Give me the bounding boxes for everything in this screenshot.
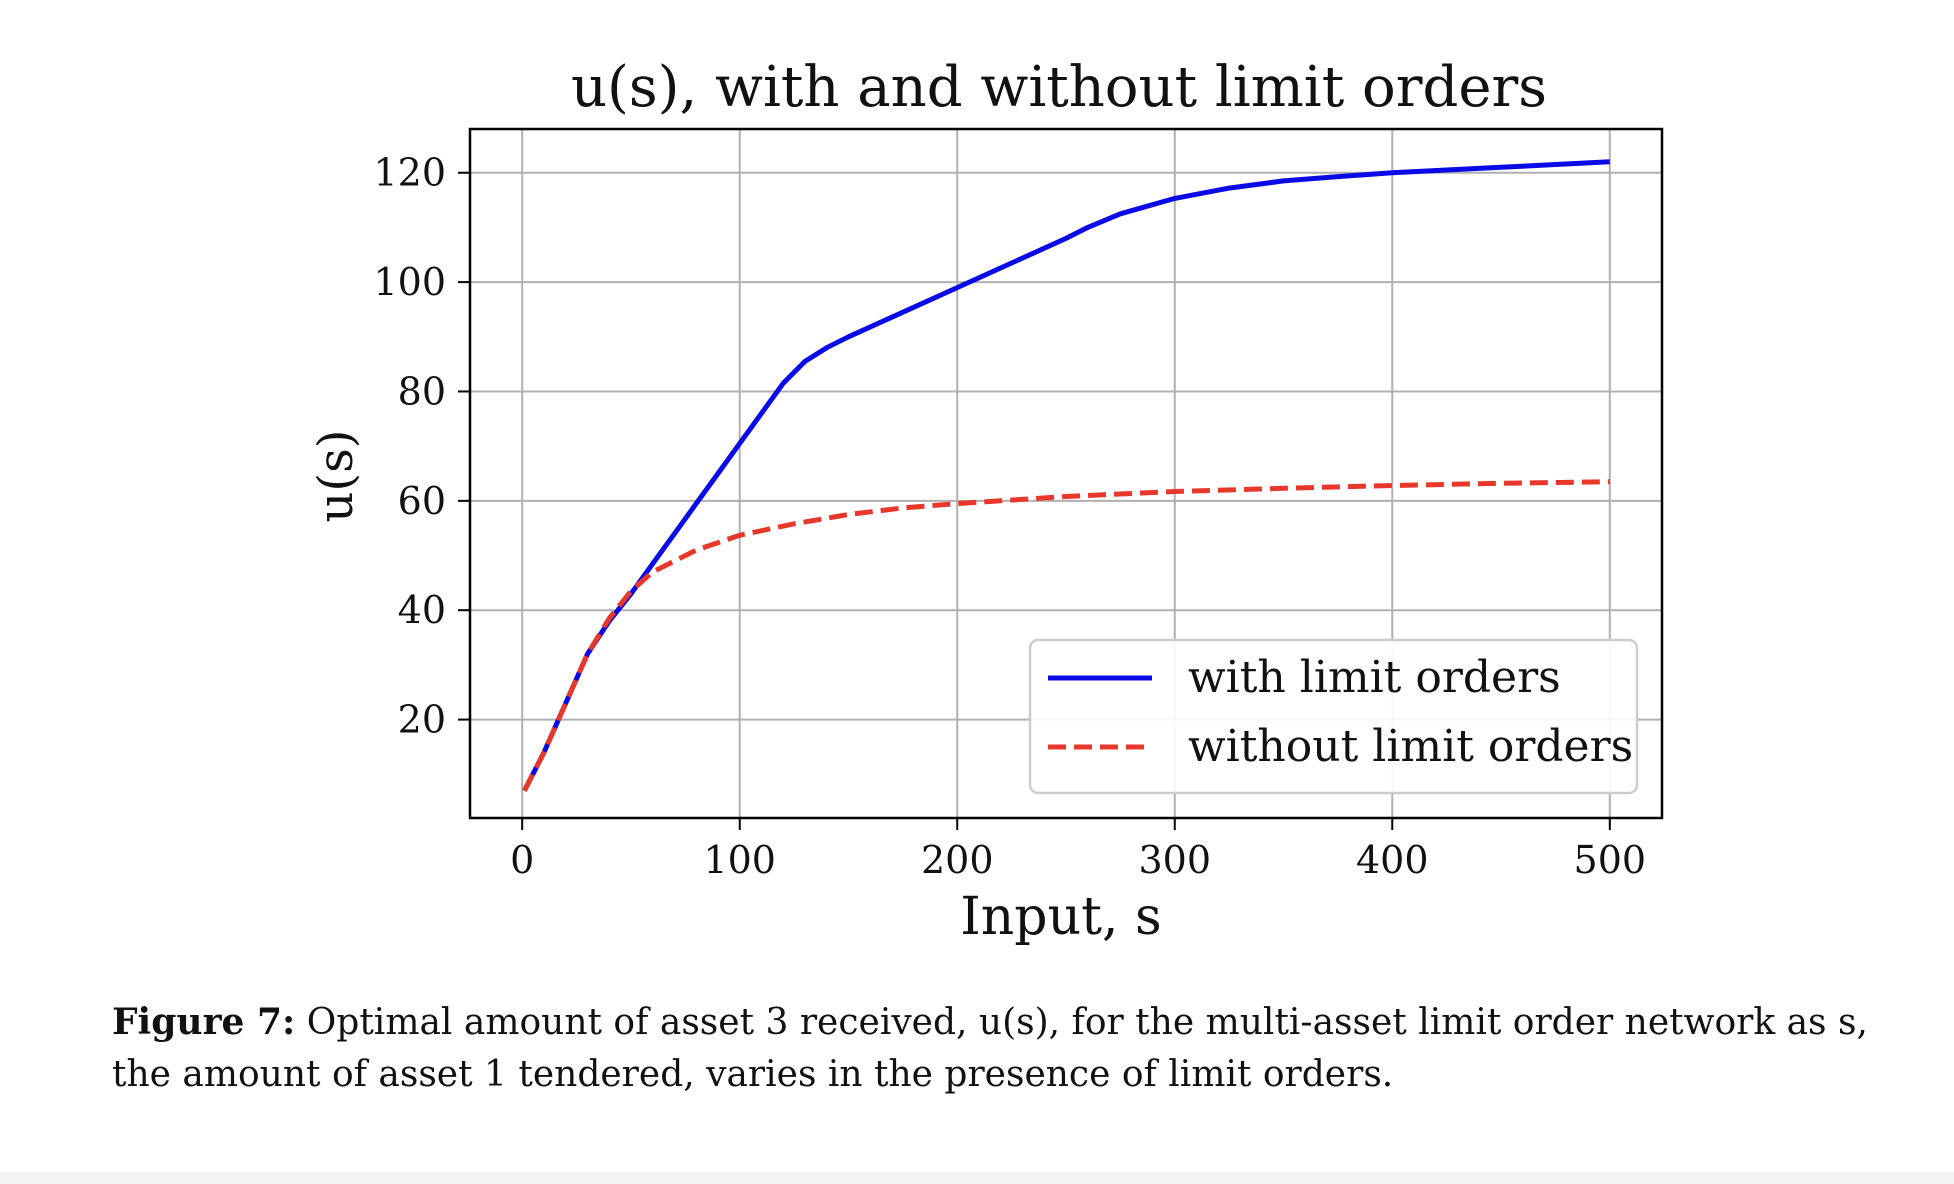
caption-label: Figure 7: [112, 1001, 296, 1043]
y-axis-ticks: 20 40 60 80 100 120 [373, 151, 470, 742]
figure-caption: Figure 7: Optimal amount of asset 3 rece… [112, 996, 1872, 1101]
y-axis-label: u(s) [308, 430, 364, 523]
y-tick-label-3: 80 [398, 369, 446, 413]
x-tick-label-4: 400 [1356, 838, 1429, 882]
x-tick-label-1: 100 [703, 838, 776, 882]
x-axis-label: Input, s [960, 887, 1161, 947]
x-tick-label-0: 0 [510, 838, 534, 882]
caption-text: Optimal amount of asset 3 received, u(s)… [112, 1002, 1868, 1095]
x-axis-ticks: 0 100 200 300 400 500 [510, 818, 1646, 882]
y-tick-label-5: 120 [373, 151, 446, 195]
y-tick-label-4: 100 [373, 260, 446, 304]
x-tick-label-2: 200 [921, 838, 994, 882]
legend-label-without-limit-orders: without limit orders [1188, 721, 1633, 772]
legend-box [1028, 638, 1639, 795]
series-line-without-limit-orders [522, 479, 1610, 792]
chart-title: u(s), with and without limit orders [571, 55, 1547, 120]
x-tick-label-5: 500 [1574, 838, 1647, 882]
y-tick-label-0: 20 [398, 698, 446, 742]
plot-frame [468, 127, 1664, 820]
y-tick-label-2: 60 [398, 479, 446, 523]
legend: with limit orders without limit orders [1028, 638, 1639, 795]
data-series [522, 159, 1610, 792]
y-tick-label-1: 40 [398, 588, 446, 632]
legend-label-with-limit-orders: with limit orders [1188, 652, 1561, 703]
page-bottom-strip [0, 1172, 1954, 1184]
x-tick-label-3: 300 [1138, 838, 1211, 882]
